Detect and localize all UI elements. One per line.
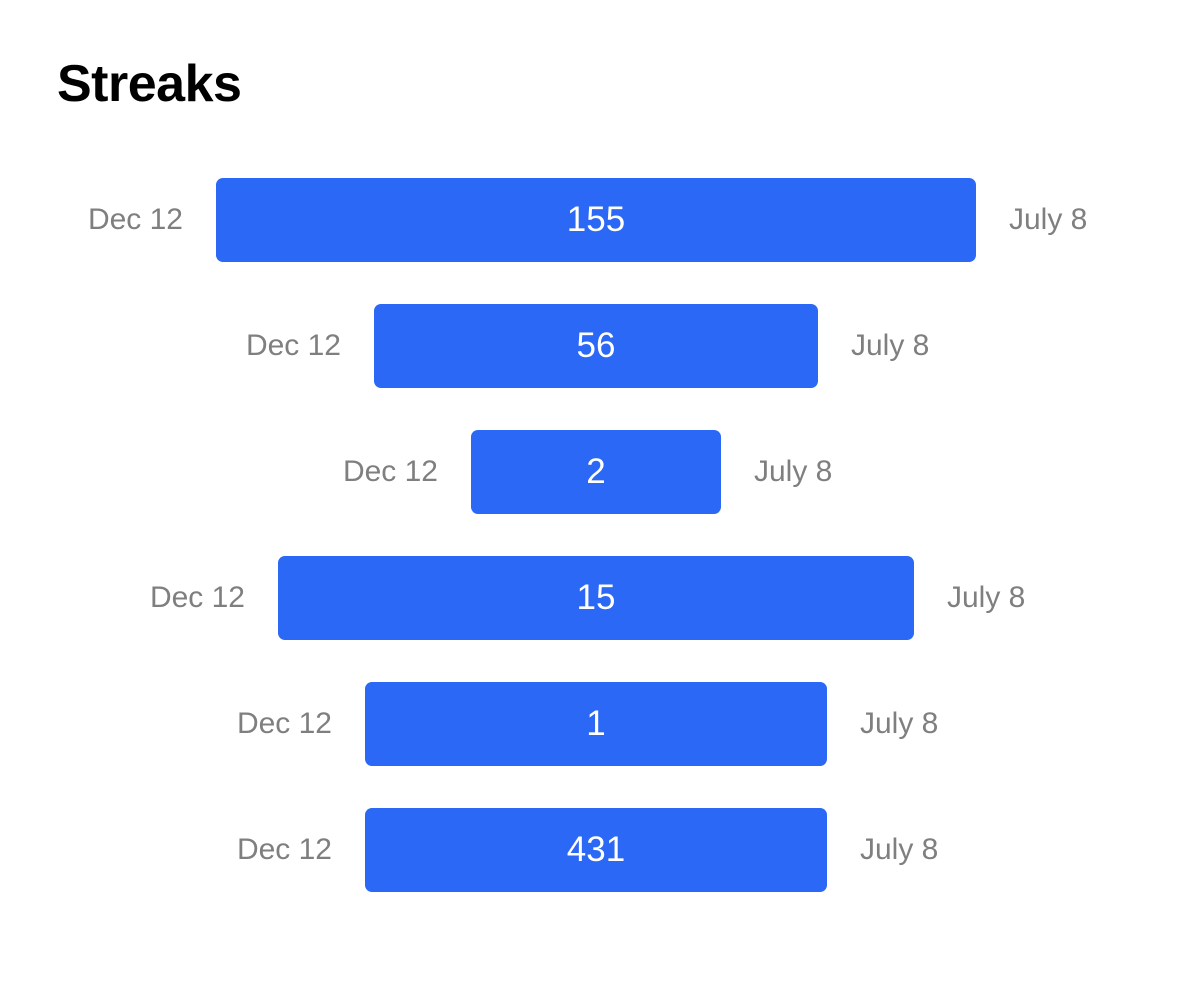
streak-row: Dec 12 1 July 8 (0, 682, 1179, 766)
streak-start-date: Dec 12 (87, 203, 183, 236)
streak-value-label: 2 (586, 452, 606, 491)
streak-end-date: July 8 (1009, 203, 1088, 236)
streak-value-label: 15 (576, 578, 616, 617)
streak-bar: 431 (365, 808, 827, 892)
streak-start-date: Dec 12 (342, 455, 438, 488)
streak-row: Dec 12 56 July 8 (0, 304, 1179, 388)
streak-bar: 2 (471, 430, 721, 514)
streak-end-date: July 8 (754, 455, 833, 488)
streak-row: Dec 12 15 July 8 (0, 556, 1179, 640)
streak-end-date: July 8 (860, 707, 939, 740)
streak-row: Dec 12 2 July 8 (0, 430, 1179, 514)
streak-end-date: July 8 (947, 581, 1026, 614)
streak-value-label: 1 (586, 704, 606, 743)
streak-bar: 1 (365, 682, 827, 766)
streak-value-label: 56 (576, 326, 616, 365)
streak-row: Dec 12 155 July 8 (0, 178, 1179, 262)
streak-row: Dec 12 431 July 8 (0, 808, 1179, 892)
streak-value-label: 431 (566, 830, 626, 869)
streak-bar: 15 (278, 556, 914, 640)
streak-bar: 155 (216, 178, 976, 262)
streak-end-date: July 8 (860, 833, 939, 866)
streak-start-date: Dec 12 (236, 833, 332, 866)
streak-start-date: Dec 12 (245, 329, 341, 362)
streak-end-date: July 8 (851, 329, 930, 362)
streak-value-label: 155 (566, 200, 626, 239)
streak-bar: 56 (374, 304, 818, 388)
page-title: Streaks (57, 55, 242, 113)
streak-start-date: Dec 12 (149, 581, 245, 614)
streak-start-date: Dec 12 (236, 707, 332, 740)
